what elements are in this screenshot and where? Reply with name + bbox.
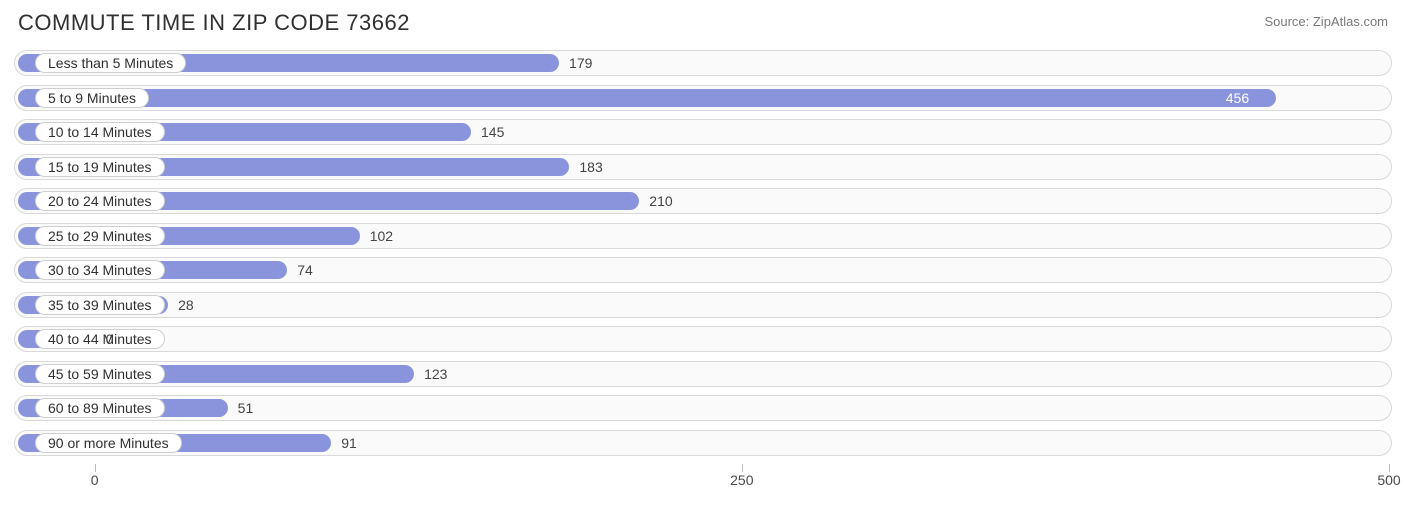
x-axis: 0250500: [14, 464, 1392, 492]
bar-track: 25 to 29 Minutes 102: [14, 223, 1392, 249]
bar-value-label: 102: [370, 228, 393, 244]
axis-tick-label: 250: [730, 472, 753, 488]
bar-value-label: 210: [649, 193, 672, 209]
bar-track: 35 to 39 Minutes 28: [14, 292, 1392, 318]
chart-container: COMMUTE TIME IN ZIP CODE 73662 Source: Z…: [0, 0, 1406, 523]
bar-category-label: 25 to 29 Minutes: [35, 226, 165, 246]
bar-track: 10 to 14 Minutes 145: [14, 119, 1392, 145]
bar-value-label: 183: [579, 159, 602, 175]
bar-category-label: 35 to 39 Minutes: [35, 295, 165, 315]
bar-category-label: 90 or more Minutes: [35, 433, 182, 453]
bar-category-label: 10 to 14 Minutes: [35, 122, 165, 142]
bar-track: 30 to 34 Minutes 74: [14, 257, 1392, 283]
bar-track: 45 to 59 Minutes 123: [14, 361, 1392, 387]
bar-value-label: 28: [178, 297, 194, 313]
bar-category-label: 5 to 9 Minutes: [35, 88, 149, 108]
bar-value-label: 456: [1226, 90, 1249, 106]
axis-tick-label: 500: [1377, 472, 1400, 488]
bar-category-label: 45 to 59 Minutes: [35, 364, 165, 384]
bar-value-label: 123: [424, 366, 447, 382]
chart-title: COMMUTE TIME IN ZIP CODE 73662: [18, 10, 410, 36]
chart-header: COMMUTE TIME IN ZIP CODE 73662 Source: Z…: [14, 10, 1392, 36]
chart-source: Source: ZipAtlas.com: [1264, 10, 1388, 29]
bar-value-label: 0: [106, 331, 114, 347]
bar-fill: [18, 89, 1276, 107]
bar-track: 90 or more Minutes 91: [14, 430, 1392, 456]
bar-value-label: 145: [481, 124, 504, 140]
bar-category-label: 15 to 19 Minutes: [35, 157, 165, 177]
bar-track: 40 to 44 Minutes0: [14, 326, 1392, 352]
bar-category-label: 30 to 34 Minutes: [35, 260, 165, 280]
axis-tick: [1389, 464, 1390, 472]
chart-plot-area: Less than 5 Minutes 179 5 to 9 Minutes 456 1…: [14, 50, 1392, 456]
bar-category-label: Less than 5 Minutes: [35, 53, 186, 73]
bar-category-label: 60 to 89 Minutes: [35, 398, 165, 418]
axis-tick-label: 0: [91, 472, 99, 488]
bar-value-label: 74: [297, 262, 313, 278]
axis-tick: [95, 464, 96, 472]
axis-tick: [742, 464, 743, 472]
bar-track: 20 to 24 Minutes 210: [14, 188, 1392, 214]
bar-track: 15 to 19 Minutes 183: [14, 154, 1392, 180]
bar-track: 5 to 9 Minutes 456: [14, 85, 1392, 111]
bar-category-label: 40 to 44 Minutes: [35, 329, 165, 349]
bar-track: Less than 5 Minutes 179: [14, 50, 1392, 76]
bar-value-label: 179: [569, 55, 592, 71]
bar-value-label: 51: [238, 400, 254, 416]
bar-category-label: 20 to 24 Minutes: [35, 191, 165, 211]
bar-value-label: 91: [341, 435, 357, 451]
bar-track: 60 to 89 Minutes 51: [14, 395, 1392, 421]
